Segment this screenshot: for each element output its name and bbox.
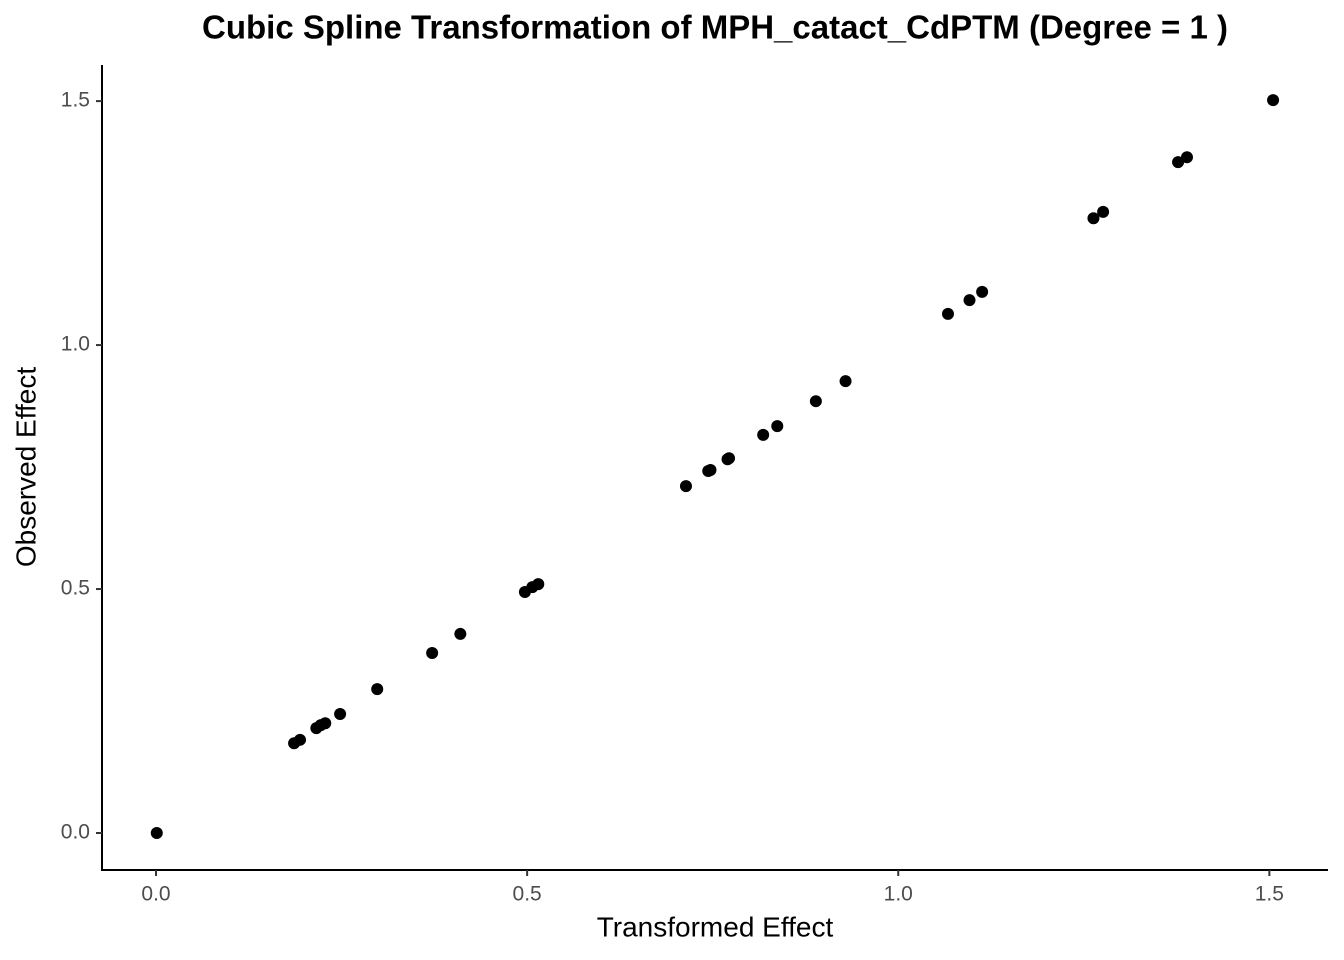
point [839,375,852,388]
x-tick-label: 0.5 [513,883,542,906]
point [976,285,989,298]
point [1172,156,1185,169]
point [704,463,717,476]
point [963,294,976,307]
point [809,395,822,408]
y-tick-label: 0.0 [61,821,90,844]
point [1087,212,1100,225]
point [771,420,784,433]
chart-title: Cubic Spline Transformation of MPH_catac… [202,9,1228,46]
point [757,428,770,441]
y-tick-label: 1.0 [61,333,90,356]
point [454,627,467,640]
x-tick-label: 0.0 [141,883,170,906]
y-axis-label: Observed Effect [10,367,41,567]
y-tick-label: 0.5 [61,577,90,600]
point [679,480,692,493]
y-tick-label: 1.5 [61,89,90,112]
x-axis-label: Transformed Effect [597,911,834,942]
point [532,578,545,591]
point [1097,205,1110,218]
point [723,452,736,465]
x-tick-label: 1.5 [1255,883,1284,906]
point [150,827,163,840]
point [334,707,347,720]
point [1180,151,1193,164]
point [1267,94,1280,107]
point [371,683,384,696]
point [426,646,439,659]
point [319,717,332,730]
point [941,307,954,320]
point [294,733,307,746]
x-tick-label: 1.0 [884,883,913,906]
